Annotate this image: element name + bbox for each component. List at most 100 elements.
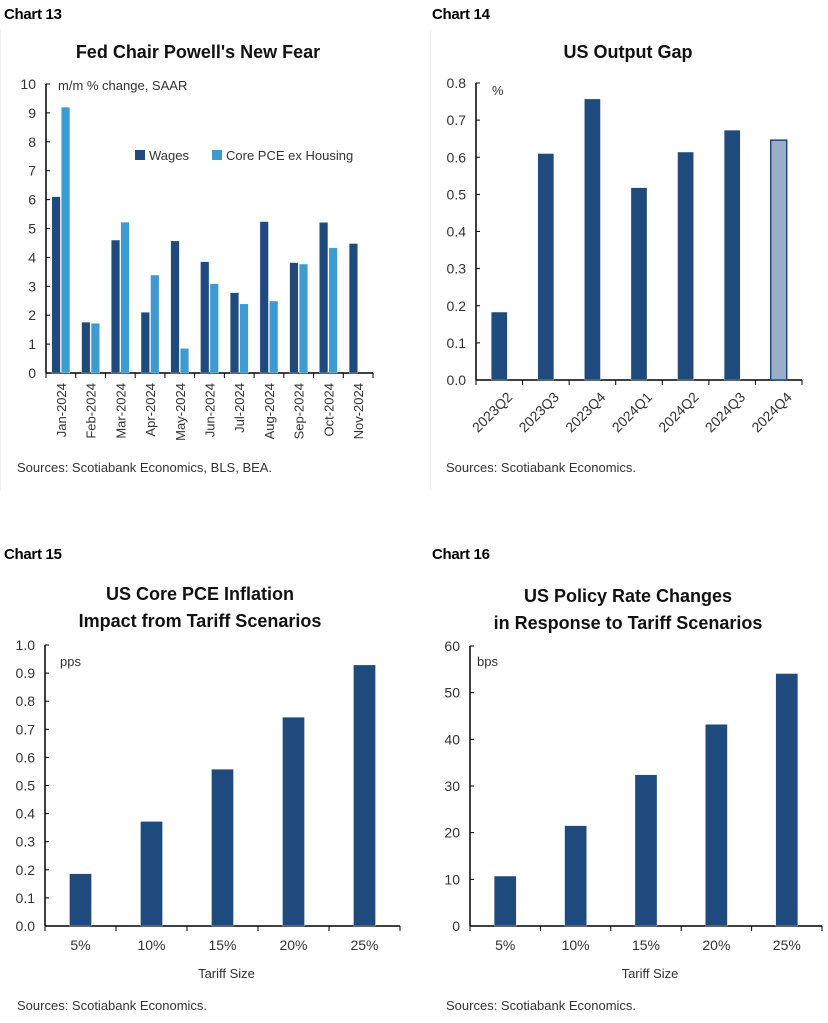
chart14-x-tick-label: 2024Q2 [655, 389, 702, 436]
chart13-legend-label: Core PCE ex Housing [226, 148, 353, 163]
chart16-bar [564, 825, 587, 927]
chart13-bar-core-pce-ex-housing [209, 283, 219, 374]
chart13-bar-core-pce-ex-housing [150, 274, 160, 374]
chart13-title: Fed Chair Powell's New Fear [76, 42, 320, 62]
chart16-bar [634, 774, 658, 927]
chart13-bar-core-pce-ex-housing [328, 247, 338, 374]
chart15-y-tick-label: 0.0 [16, 918, 36, 934]
chart15-bar [282, 717, 305, 927]
chart14-x-tick-label: 2024Q1 [609, 389, 656, 436]
chart14-bar [630, 187, 648, 381]
chart13-y-tick-label: 6 [28, 192, 36, 208]
chart14-source-note: Sources: Scotiabank Economics. [446, 460, 636, 475]
chart15-y-tick-label: 1.0 [16, 637, 36, 653]
chart13-x-tick-label: Oct-2024 [321, 383, 336, 436]
chart13-bar-wages [348, 243, 358, 374]
chart13-bar-wages [230, 292, 239, 374]
chart13-bar-core-pce-ex-housing [120, 221, 130, 374]
chart14-x-tick-label: 2024Q4 [748, 389, 795, 436]
chart14-y-tick-label: 0.4 [447, 224, 467, 240]
chart13-x-tick-label: Feb-2024 [84, 383, 99, 439]
chart16-label: Chart 16 [432, 546, 490, 563]
chart16-y-tick-label: 20 [444, 825, 460, 841]
chart16-x-tick-label: 20% [702, 937, 730, 953]
chart16-bar [494, 875, 517, 927]
chart14-y-tick-label: 0.7 [447, 112, 467, 128]
chart14-x-tick-label: 2023Q4 [562, 389, 609, 436]
chart13-y-tick-label: 10 [20, 76, 36, 92]
chart16-bar [775, 673, 798, 927]
chart16-title-line-1: US Policy Rate Changes [524, 586, 732, 606]
chart15-y-tick-label: 0.3 [16, 834, 36, 850]
chart16-bar [705, 724, 728, 927]
chart15-x-tick-label: 15% [208, 937, 236, 953]
chart15-y-tick-label: 0.2 [16, 862, 36, 878]
chart13-bar-wages [289, 262, 299, 374]
chart16-x-tick-label: 5% [495, 937, 515, 953]
chart13-bar-wages [140, 312, 150, 374]
chart15-y-tick-label: 0.4 [16, 806, 36, 822]
chart16-x-tick-label: 15% [632, 937, 660, 953]
chart14-bar-projection [769, 139, 788, 381]
chart16-x-tick-label: 10% [562, 937, 590, 953]
chart15-y-tick-label: 0.8 [16, 693, 36, 709]
chart13-bar-wages [81, 321, 91, 374]
chart16-x-axis-title: Tariff Size [622, 966, 679, 981]
chart13-bar-core-pce-ex-housing [61, 106, 71, 374]
chart15-y-tick-label: 0.9 [16, 665, 36, 681]
chart14-y-tick-label: 0.6 [447, 149, 467, 165]
chart13-source-note: Sources: Scotiabank Economics, BLS, BEA. [17, 460, 272, 475]
chart13-x-tick-label: May-2024 [173, 383, 188, 441]
chart14-panel [430, 30, 828, 490]
chart14-y-tick-label: 0.1 [447, 335, 467, 351]
chart15-x-tick-label: 5% [70, 937, 90, 953]
chart14-x-tick-label: 2024Q3 [702, 389, 749, 436]
chart13-y-tick-label: 0 [28, 365, 36, 381]
chart13-x-tick-label: Jul-2024 [232, 383, 247, 433]
chart14-unit-label: % [492, 83, 504, 98]
chart14-y-tick-label: 0.0 [447, 372, 467, 388]
chart13-bar-wages [319, 222, 329, 374]
chart13-y-tick-label: 1 [28, 336, 36, 352]
chart13-x-tick-label: Jan-2024 [54, 383, 69, 437]
chart15-source-note: Sources: Scotiabank Economics. [17, 998, 207, 1013]
chart14-bar [723, 129, 741, 381]
chart15-bar [140, 821, 163, 927]
chart16-x-tick-label: 25% [773, 937, 801, 953]
chart14-title: US Output Gap [564, 42, 693, 62]
chart13-label: Chart 13 [4, 6, 62, 23]
chart14-y-tick-label: 0.8 [447, 75, 467, 91]
chart16-y-tick-label: 0 [452, 918, 460, 934]
chart14-y-tick-label: 0.5 [447, 186, 467, 202]
chart14-y-tick-label: 0.2 [447, 298, 467, 314]
chart16-source-note: Sources: Scotiabank Economics. [446, 998, 636, 1013]
chart15-x-tick-label: 25% [350, 937, 378, 953]
chart14-bar [491, 311, 508, 381]
chart13-bar-wages [259, 221, 269, 374]
chart15-label: Chart 15 [4, 546, 62, 563]
chart16-y-tick-label: 50 [444, 685, 460, 701]
chart13-x-tick-label: Mar-2024 [113, 383, 128, 439]
chart14-bar [537, 153, 555, 381]
chart15-bar [353, 664, 376, 927]
chart14-x-tick-label: 2023Q3 [515, 389, 562, 436]
chart15-x-tick-label: 10% [137, 937, 165, 953]
chart13-bar-wages [170, 240, 180, 374]
chart15-x-tick-label: 20% [279, 937, 307, 953]
chart13-y-tick-label: 8 [28, 134, 36, 150]
chart16-y-tick-label: 40 [444, 731, 460, 747]
chart16-unit-label: bps [477, 654, 498, 669]
chart16-title-line-2: in Response to Tariff Scenarios [494, 613, 763, 633]
chart13-x-tick-label: Nov-2024 [351, 383, 366, 439]
chart13-legend-swatch [135, 150, 145, 160]
chart13-panel [0, 30, 421, 490]
chart14-y-tick-label: 0.3 [447, 261, 467, 277]
chart13-y-tick-label: 7 [28, 163, 36, 179]
chart13-x-tick-label: Apr-2024 [143, 383, 158, 436]
chart13-x-tick-label: Jun-2024 [203, 383, 218, 437]
chart15-unit-label: pps [60, 654, 81, 669]
chart15-y-tick-label: 0.5 [16, 778, 36, 794]
chart14-bar [584, 98, 601, 381]
chart13-legend-swatch [212, 150, 222, 160]
